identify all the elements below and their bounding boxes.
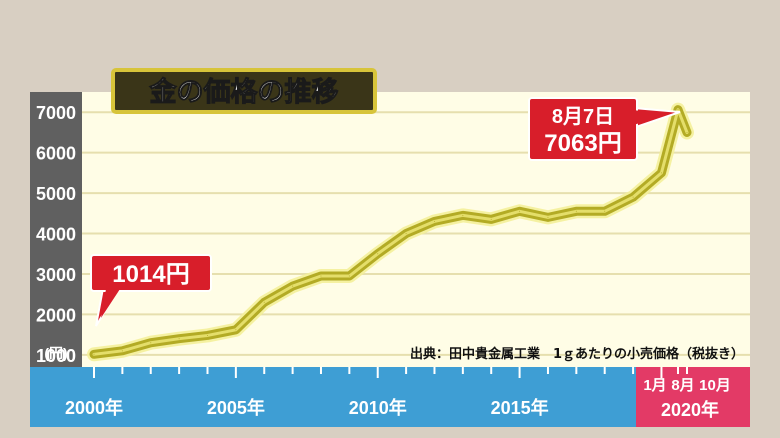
x-tick-label-2005: 2005年: [207, 397, 265, 418]
y-unit-label: (円): [44, 345, 67, 361]
series-point-8: [320, 275, 322, 277]
x-month-aug: 8月: [671, 377, 694, 394]
title-box: [111, 68, 377, 114]
callout-peak: 8月7日 7063円: [528, 97, 681, 161]
series-point-20: [660, 172, 662, 174]
callout-start: 1014円: [90, 254, 212, 327]
callout-peak-date: 8月7日: [552, 106, 614, 128]
series-point-5: [235, 329, 237, 331]
x-axis-band: [30, 367, 750, 427]
source-note: 出典：田中貴金属工業 1ｇあたりの小売価格（税抜き）: [410, 346, 744, 362]
series-point-11: [405, 233, 407, 235]
series-point-7: [292, 285, 294, 287]
series-point-10: [377, 253, 379, 255]
series-point-2: [150, 342, 152, 344]
chart-title: 金の価格の推移: [149, 76, 339, 108]
x-axis-ticks: 2000年 2005年 2010年 2015年: [65, 367, 688, 418]
callout-peak-value: 7063円: [544, 130, 621, 157]
series-point-15: [519, 210, 521, 212]
series-point-19: [632, 196, 634, 198]
series-point-18: [604, 210, 606, 212]
callout-start-text: 1014円: [112, 261, 189, 288]
x-tick-label-2000: 2000年: [65, 397, 123, 418]
x-tick-label-2010: 2010年: [349, 397, 407, 418]
series-group: [87, 102, 694, 362]
callout-peak-box: [528, 97, 638, 161]
y-tick-label-2000: 2000: [36, 305, 76, 325]
plot-background: [30, 92, 750, 367]
series-point-22: [686, 131, 688, 133]
x-axis-2020-highlight: [636, 367, 750, 427]
series-point-12: [433, 220, 435, 222]
series-point-0: [93, 353, 95, 355]
series-point-6: [263, 301, 265, 303]
x-month-jan: 1月: [643, 377, 666, 394]
y-tick-label-1000: 1000: [36, 346, 76, 366]
series-point-3: [178, 338, 180, 340]
x-year-2020: 2020年: [661, 399, 719, 420]
y-tick-label-6000: 6000: [36, 144, 76, 164]
title-banner: 金の価格の推移: [111, 68, 377, 114]
series-point-16: [547, 216, 549, 218]
series-point-14: [490, 218, 492, 220]
x-tick-label-2015: 2015年: [491, 397, 549, 418]
callout-start-box: [90, 254, 212, 292]
series-point-13: [462, 214, 464, 216]
series-point-21: [677, 109, 679, 111]
series-point-1: [121, 350, 123, 352]
x-month-oct: 10月: [699, 377, 731, 394]
series-point-9: [348, 275, 350, 277]
y-tick-label-3000: 3000: [36, 265, 76, 285]
y-tick-label-4000: 4000: [36, 225, 76, 245]
y-axis-ticks: 1000 2000 3000 4000 5000 6000 7000: [36, 103, 76, 366]
y-axis-strip: [30, 92, 82, 367]
series-point-4: [206, 334, 208, 336]
y-tick-label-7000: 7000: [36, 103, 76, 123]
series-point-17: [575, 210, 577, 212]
y-tick-label-5000: 5000: [36, 184, 76, 204]
